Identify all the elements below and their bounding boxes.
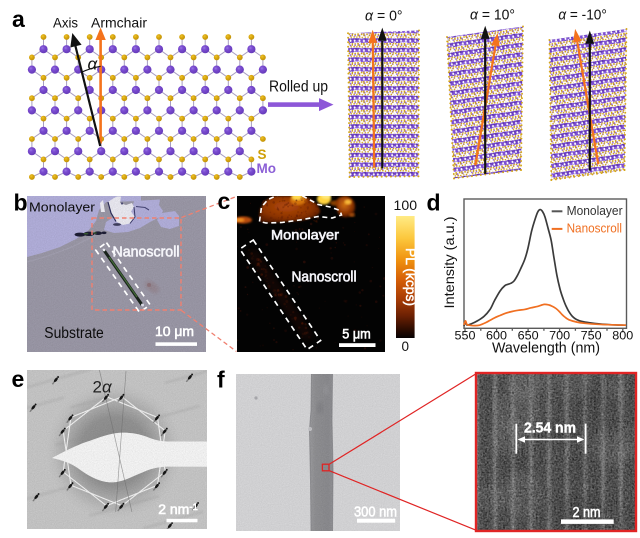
svg-text:750: 750	[581, 329, 602, 343]
svg-text:e: e	[12, 366, 25, 392]
svg-text:700: 700	[549, 329, 570, 343]
svg-text:5 μm: 5 μm	[342, 327, 371, 342]
svg-text:α: α	[88, 55, 99, 74]
svg-text:Nanoscroll: Nanoscroll	[567, 222, 622, 236]
svg-text:650: 650	[518, 329, 539, 343]
svg-text:c: c	[218, 188, 231, 214]
svg-text:100: 100	[394, 198, 418, 213]
svg-text:Rolled up: Rolled up	[269, 79, 328, 96]
svg-text:Axis: Axis	[53, 15, 78, 31]
svg-text:Armchair: Armchair	[91, 15, 147, 31]
svg-text:300 nm: 300 nm	[354, 503, 397, 520]
svg-text:f: f	[217, 367, 225, 393]
svg-text:d: d	[427, 190, 441, 216]
svg-text:2 nm-1: 2 nm-1	[158, 501, 198, 517]
svg-text:Nanoscroll: Nanoscroll	[113, 245, 180, 261]
svg-text:Nanoscroll: Nanoscroll	[292, 270, 357, 286]
svg-text:α = 10°: α = 10°	[470, 7, 515, 24]
svg-text:Intensity (a.u.): Intensity (a.u.)	[441, 217, 457, 309]
svg-text:α = -10°: α = -10°	[558, 7, 607, 24]
svg-text:b: b	[14, 190, 28, 216]
svg-text:Monolayer: Monolayer	[29, 200, 96, 215]
svg-text:800: 800	[612, 329, 633, 343]
svg-text:Wavelength (nm): Wavelength (nm)	[492, 341, 600, 357]
svg-text:2 nm: 2 nm	[573, 504, 601, 521]
svg-text:Substrate: Substrate	[44, 325, 104, 342]
svg-text:600: 600	[486, 329, 507, 343]
svg-text:550: 550	[455, 329, 476, 343]
svg-text:10 μm: 10 μm	[155, 323, 194, 339]
svg-text:Mo: Mo	[257, 161, 277, 176]
svg-text:a: a	[12, 6, 25, 32]
svg-text:Monolayer: Monolayer	[271, 228, 340, 243]
svg-text:S: S	[258, 147, 267, 162]
svg-text:α = 0°: α = 0°	[365, 8, 403, 25]
svg-text:PL (kcps): PL (kcps)	[403, 248, 418, 306]
svg-text:2.54 nm: 2.54 nm	[524, 421, 576, 437]
svg-text:Monolayer: Monolayer	[567, 204, 623, 218]
svg-text:0: 0	[402, 339, 410, 354]
